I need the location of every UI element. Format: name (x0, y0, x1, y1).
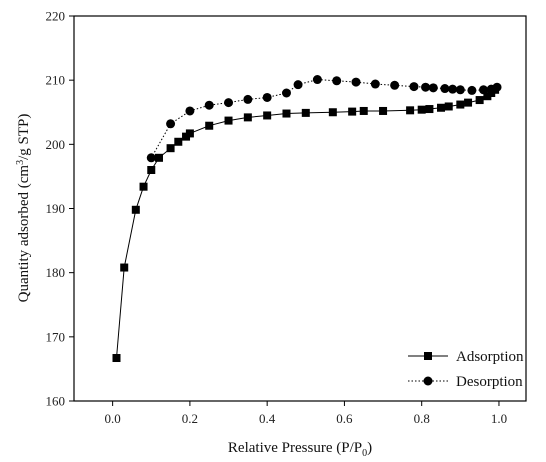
series-adsorption-point (120, 263, 129, 272)
series-desorption-point (370, 79, 380, 89)
series-desorption-point (262, 92, 272, 102)
series-desorption-point (351, 77, 361, 87)
series-adsorption-point (263, 111, 272, 120)
series-desorption-point (166, 119, 176, 129)
series-adsorption-point (174, 137, 183, 146)
series-adsorption-point (348, 107, 357, 116)
series-layer (112, 75, 502, 363)
y-tick-label: 180 (46, 265, 66, 280)
x-tick-label: 0.2 (182, 411, 198, 426)
y-axis-title-sup: 3 (15, 160, 26, 165)
series-adsorption-point (417, 105, 426, 114)
x-axis-title-sub: 0 (362, 448, 367, 459)
y-tick-label: 160 (46, 394, 66, 409)
x-axis-title: Relative Pressure (P/P0) (228, 440, 372, 459)
series-desorption-point (293, 80, 303, 90)
series-adsorption-point (185, 129, 194, 138)
series-adsorption-point (243, 113, 252, 122)
series-adsorption-point (464, 98, 473, 107)
y-tick-label: 210 (46, 73, 66, 88)
series-adsorption-point (456, 100, 465, 109)
series-desorption-point (243, 94, 253, 104)
series-adsorption-line (116, 89, 496, 359)
series-adsorption-point (444, 102, 453, 111)
x-tick-label: 0.0 (105, 411, 121, 426)
series-adsorption-point (437, 103, 446, 112)
x-tick-label: 0.8 (414, 411, 430, 426)
series-adsorption-point (147, 166, 156, 174)
series-desorption-point (479, 85, 489, 95)
series-desorption-point (281, 88, 291, 98)
series-adsorption-point (328, 108, 337, 117)
plot-frame (73, 15, 527, 402)
series-adsorption-point (475, 96, 484, 105)
legend-desorption-marker (423, 376, 433, 386)
series-desorption-point (440, 84, 450, 94)
legend: Adsorption Desorption (408, 349, 524, 390)
x-axis-title-main: Relative Pressure (P/P (228, 440, 362, 456)
series-adsorption-point (205, 121, 214, 130)
y-axis-ticks: 160 170 180 190 200 210 220 (46, 9, 74, 409)
x-tick-label: 0.6 (336, 411, 353, 426)
series-desorption-point (390, 80, 400, 90)
series-desorption-point (185, 106, 195, 116)
y-axis-title: Quantity adsorbed (cm3/g STP) (15, 114, 32, 303)
legend-adsorption-marker (424, 352, 432, 360)
series-desorption-point (486, 84, 496, 94)
series-adsorption-point (112, 354, 121, 363)
x-axis-title-close: ) (367, 440, 372, 456)
y-tick-label: 190 (46, 201, 66, 216)
y-axis-title-tail: /g STP) (16, 114, 32, 160)
series-desorption-point (146, 153, 156, 163)
series-desorption-point (448, 84, 458, 94)
y-tick-label: 220 (46, 9, 66, 24)
x-tick-label: 0.4 (259, 411, 276, 426)
series-desorption-point (467, 85, 477, 95)
legend-adsorption-label: Adsorption (456, 349, 524, 365)
series-adsorption-point (131, 205, 140, 214)
series-adsorption-point (425, 105, 434, 114)
x-axis-ticks: 0.0 0.2 0.4 0.6 0.8 1.0 (105, 401, 507, 426)
series-desorption-point (409, 82, 419, 92)
series-adsorption-point (224, 116, 233, 125)
series-adsorption-point (166, 144, 175, 153)
series-desorption-point (428, 83, 438, 93)
y-tick-label: 200 (46, 137, 66, 152)
series-adsorption-point (282, 109, 291, 118)
series-adsorption-point (301, 108, 310, 117)
series-adsorption-point (359, 106, 368, 115)
series-desorption-point (224, 98, 234, 108)
legend-desorption-label: Desorption (456, 374, 523, 390)
y-axis-title-main: Quantity adsorbed (cm (16, 165, 32, 303)
series-desorption-point (332, 76, 342, 86)
x-tick-label: 1.0 (491, 411, 507, 426)
series-desorption-point (455, 85, 465, 95)
series-adsorption-point (406, 106, 415, 115)
y-tick-label: 170 (46, 329, 66, 344)
series-adsorption-point (379, 106, 388, 115)
series-adsorption-point (139, 182, 148, 191)
series-desorption-point (312, 75, 322, 85)
series-desorption-point (204, 100, 214, 110)
series-desorption-point (421, 82, 431, 92)
series-adsorption-point (154, 153, 163, 162)
